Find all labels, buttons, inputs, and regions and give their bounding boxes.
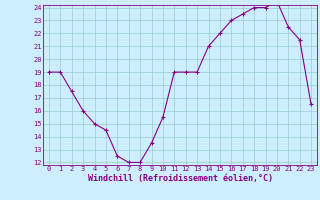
X-axis label: Windchill (Refroidissement éolien,°C): Windchill (Refroidissement éolien,°C) <box>87 174 273 183</box>
